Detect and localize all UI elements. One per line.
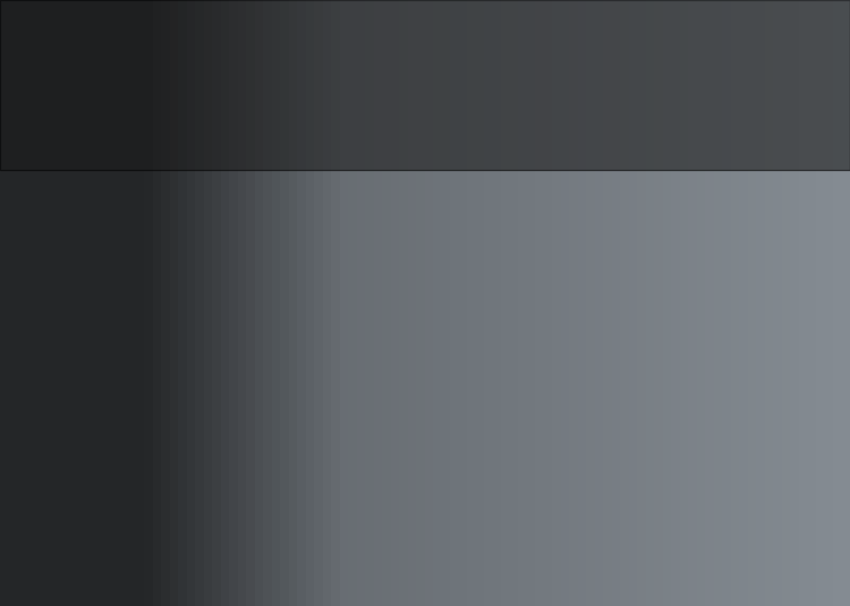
Text: 66,300 USD: 66,300 USD	[179, 321, 288, 339]
Text: Los Angeles: Los Angeles	[21, 115, 153, 134]
Bar	[642, 48, 694, 83]
Text: salary: salary	[608, 17, 655, 31]
Bar	[642, 58, 774, 63]
Polygon shape	[484, 194, 620, 545]
Bar	[642, 83, 774, 88]
Polygon shape	[620, 184, 648, 545]
Bar	[642, 102, 774, 107]
Polygon shape	[170, 354, 333, 364]
Text: 128,000 USD: 128,000 USD	[603, 133, 723, 151]
Text: explorer: explorer	[666, 17, 732, 31]
Polygon shape	[306, 354, 333, 545]
Text: Master's Degree: Master's Degree	[475, 567, 630, 585]
Text: Bachelor's Degree: Bachelor's Degree	[152, 567, 324, 585]
Text: Average Yearly Salary: Average Yearly Salary	[836, 254, 844, 352]
Text: +93%: +93%	[344, 102, 429, 127]
Bar	[642, 48, 774, 53]
Bar	[642, 63, 774, 68]
Bar	[642, 68, 774, 73]
Bar	[642, 98, 774, 102]
Bar	[642, 73, 774, 78]
Text: .com: .com	[750, 17, 787, 31]
Text: Respiratory Therapy Technician: Respiratory Therapy Technician	[21, 67, 327, 85]
Text: Salary Comparison By Education: Salary Comparison By Education	[21, 17, 504, 43]
Bar	[642, 93, 774, 98]
Bar	[642, 78, 774, 83]
Bar	[642, 107, 774, 112]
Bar	[642, 88, 774, 93]
Bar	[642, 53, 774, 58]
Polygon shape	[170, 364, 306, 545]
Polygon shape	[484, 184, 648, 194]
